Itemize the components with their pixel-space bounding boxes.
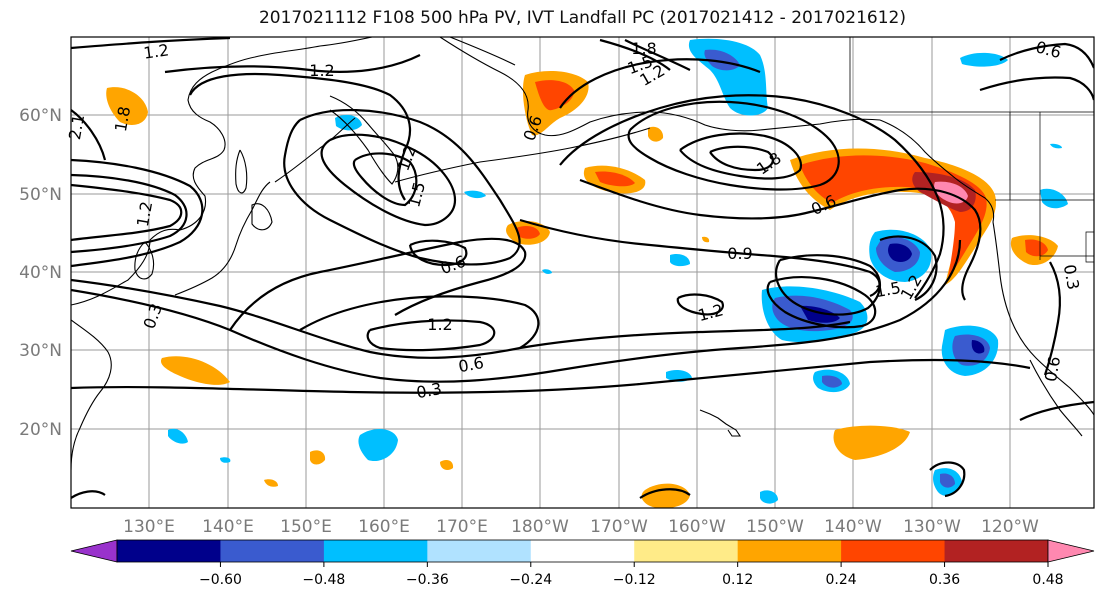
lon-label: 150°E [280,517,332,537]
colorbar-tick-label: 0.12 [722,572,753,588]
colorbar-tick-label: 0.48 [1032,572,1063,588]
contour-label: 0.9 [727,244,752,263]
lon-label: 180°W [511,517,569,537]
lon-label: 140°E [202,517,254,537]
lat-label: 50°N [19,185,62,205]
lon-label: 170°W [590,517,648,537]
lon-label: 120°W [981,517,1039,537]
colorbar-extend-high [1047,539,1095,563]
colorbar-cell [841,540,946,562]
colorbar-cell [427,540,532,562]
lat-label: 20°N [19,420,62,440]
colorbar-cell [117,540,221,562]
map-title: 2017021112 F108 500 hPa PV, IVT Landfall… [258,8,906,28]
lon-label: 160°E [358,517,410,537]
contour-label: 1.2 [142,40,170,62]
contour-label: 1.2 [309,61,334,80]
colorbar-cell [944,540,1049,562]
contour-label: 1.2 [427,315,452,334]
lat-label: 40°N [19,263,62,283]
latitude-labels: 60°N 50°N 40°N 30°N 20°N [19,106,62,440]
contour-label: 0.3 [415,379,443,402]
lon-label: 130°W [903,517,961,537]
colorbar-tick-label: 0.36 [929,572,960,588]
contour-label: 0.6 [1041,355,1064,383]
lon-label: 140°W [824,517,882,537]
colorbar-tick-label: −0.36 [406,572,449,588]
lat-label: 60°N [19,106,62,126]
gridlines [71,37,1094,508]
colorbar-tick-label: −0.24 [509,572,552,588]
map-frame [70,36,1095,509]
shading-positive [106,70,1058,508]
colorbar-tick-label: 0.24 [826,572,857,588]
colorbar-cell [530,540,635,562]
colorbar-extend-low [70,539,118,563]
colorbar-ticks: −0.60 −0.48 −0.36 −0.24 −0.12 0.12 0.24 0.36 0.4… [199,562,1064,588]
colorbar-tick-label: −0.48 [302,572,345,588]
colorbar-cell [220,540,325,562]
colorbar-cell [634,540,739,562]
map-field [71,37,1094,508]
contour-label: 0.6 [457,353,485,376]
lon-label: 130°E [123,517,175,537]
lon-label: 160°W [668,517,726,537]
contour-label: 1.5 [874,278,902,301]
longitude-labels: 130°E 140°E 150°E 160°E 170°E 180°W 170°… [123,517,1039,537]
colorbar-cell [323,540,428,562]
coastlines [71,37,1094,471]
contour-label: 0.3 [1060,263,1083,291]
colorbar: −0.60 −0.48 −0.36 −0.24 −0.12 0.12 0.24 0.36 0.4… [70,539,1095,588]
colorbar-tick-label: −0.60 [199,572,242,588]
colorbar-cell [737,540,842,562]
lon-label: 150°W [746,517,804,537]
pv-contours [71,37,1094,499]
colorbar-tick-label: −0.12 [613,572,656,588]
contour-label: 1.8 [111,105,134,133]
contour-label: 1.8 [631,39,656,58]
colorbar-cells [116,539,1049,563]
lat-label: 30°N [19,341,62,361]
contour-label: 1.2 [133,200,156,228]
lon-label: 170°E [436,517,488,537]
